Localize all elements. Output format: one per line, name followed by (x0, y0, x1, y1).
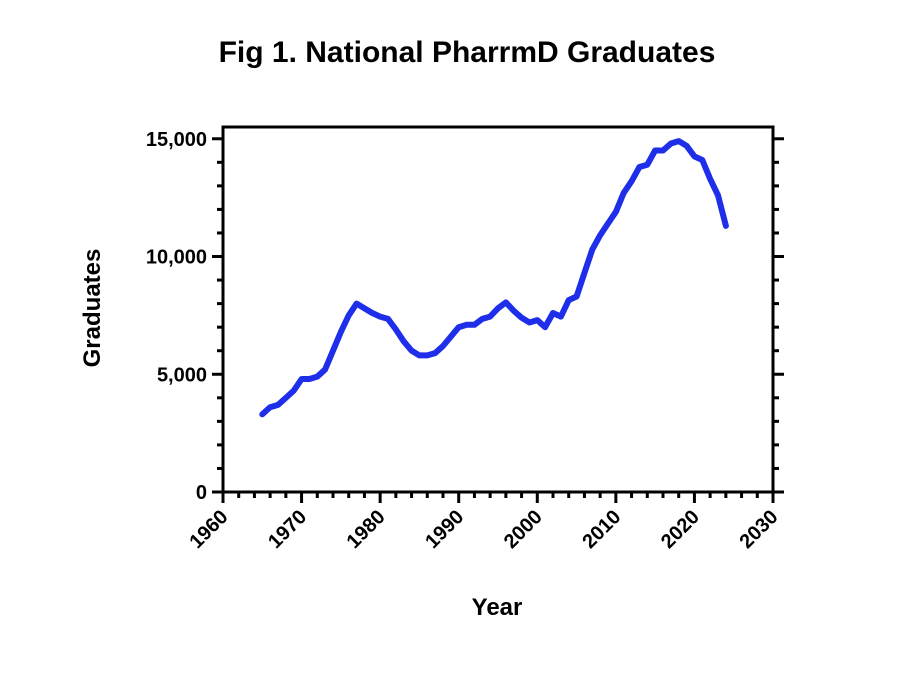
x-tick-label: 2030 (736, 506, 783, 553)
x-tick-label: 2010 (578, 506, 625, 553)
x-axis-ticks: 1960 1970 1980 1990 2000 2010 2020 2030 (186, 492, 783, 553)
y-tick-label: 5,000 (157, 364, 207, 386)
plot-frame (221, 125, 775, 494)
y-tick-label: 15,000 (146, 129, 207, 151)
y-axis-ticks: 0 5,000 10,000 15,000 (146, 129, 784, 504)
x-tick-label: 2020 (657, 506, 704, 553)
chart-title: Fig 1. National PharrmD Graduates (219, 36, 716, 69)
series-layer (259, 138, 729, 418)
y-tick-label: 0 (196, 482, 207, 504)
x-tick-label: 1990 (421, 506, 468, 553)
x-tick-label: 1960 (186, 506, 233, 553)
series-line (259, 138, 729, 418)
x-tick-label: 1980 (343, 506, 390, 553)
y-axis-label: Graduates (79, 249, 106, 368)
x-tick-label: 2000 (500, 506, 547, 553)
y-tick-label: 10,000 (146, 247, 207, 269)
x-axis-label: Year (472, 594, 523, 621)
x-tick-label: 1970 (264, 506, 311, 553)
